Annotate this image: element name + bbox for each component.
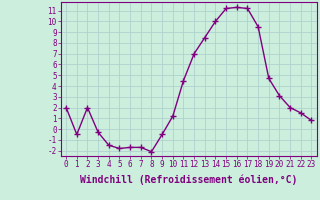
X-axis label: Windchill (Refroidissement éolien,°C): Windchill (Refroidissement éolien,°C) bbox=[80, 175, 298, 185]
